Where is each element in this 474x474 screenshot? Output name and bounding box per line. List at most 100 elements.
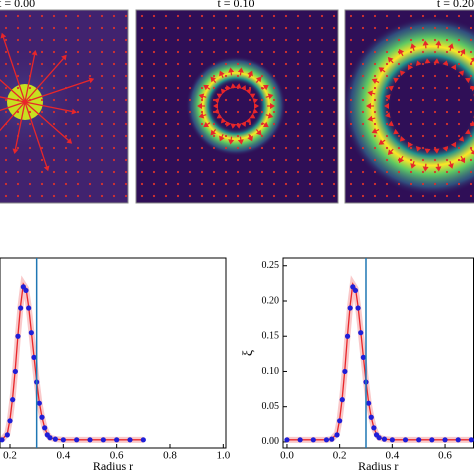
field-dot (409, 26, 413, 30)
series-line (286, 282, 472, 441)
arrow-head (433, 58, 440, 64)
field-dot (40, 50, 44, 54)
field-dot (200, 146, 204, 150)
field-dot (4, 158, 8, 162)
field-dot (296, 74, 300, 78)
field-dot (236, 62, 240, 66)
field-dot (332, 158, 336, 162)
field-dot (16, 146, 20, 150)
arrow-shaft (255, 129, 259, 133)
field-dot (308, 194, 312, 198)
field-dot (112, 194, 116, 198)
field-dot (332, 122, 336, 126)
field-dot (112, 122, 116, 126)
arrow-head (447, 163, 454, 169)
data-point (347, 305, 353, 311)
field-dot (100, 38, 104, 42)
arrow-head (415, 60, 422, 67)
field-dot (361, 14, 365, 18)
field-dot (100, 158, 104, 162)
arrow-head (422, 40, 429, 46)
arrow-shaft (265, 114, 269, 117)
field-dot (140, 98, 144, 102)
field-dot (88, 62, 92, 66)
field-dot (284, 98, 288, 102)
field-dot (457, 182, 461, 186)
plot-frame (0, 257, 227, 449)
field-dot (188, 134, 192, 138)
field-dot (433, 14, 437, 18)
field-dot (188, 146, 192, 150)
field-dot (349, 110, 353, 114)
field-dot (373, 182, 377, 186)
chart: 0.0 0.2 0.4 0.6 0.00 0.05 0.10 0.15 0.20 0.25 Radi… (241, 257, 474, 473)
field-dot (469, 98, 473, 102)
field-dot (224, 170, 228, 174)
field-dot (28, 122, 32, 126)
arrow-head (252, 98, 259, 104)
arrow-head (220, 117, 227, 124)
arrow-head (262, 121, 269, 128)
field-dot (457, 158, 461, 162)
field-dot (457, 38, 461, 42)
data-point (18, 305, 24, 311)
field-dot (64, 158, 68, 162)
field-dot (212, 38, 216, 42)
field-dot (332, 98, 336, 102)
data-point (442, 437, 448, 443)
arrow-head (228, 67, 235, 73)
arrow-shaft (412, 47, 415, 52)
field-dot (332, 182, 336, 186)
field-dot (64, 146, 68, 150)
data-point (376, 435, 382, 441)
field-dot (457, 122, 461, 126)
field-dot (308, 182, 312, 186)
field-dot (433, 62, 437, 66)
data-point (114, 437, 120, 443)
panels: t = 0.00 t = 0.10 t = 0.20 (0, 0, 474, 204)
arrow-shaft (248, 133, 251, 138)
field-dot (224, 50, 228, 54)
field-dot (124, 182, 128, 186)
arrow-shaft (0, 101, 26, 132)
field-dot (124, 50, 128, 54)
arrow-head (225, 121, 232, 127)
field-dot (164, 14, 168, 18)
field-dot (224, 182, 228, 186)
field-dot (433, 146, 437, 150)
chart: 0.2 0.4 0.6 0.8 1.0 Radius r (0, 257, 231, 473)
field-dot (164, 62, 168, 66)
x-axis-label: Radius r (93, 459, 133, 473)
field-dot (385, 14, 389, 18)
field-dot (236, 170, 240, 174)
arrow-head (470, 150, 474, 155)
field-dot (308, 98, 312, 102)
x-tick-label: 0.4 (385, 450, 399, 462)
field-dot (332, 38, 336, 42)
heatmap-ring (186, 56, 286, 156)
field-dot (140, 146, 144, 150)
data-point (389, 437, 395, 443)
arrow-head (220, 88, 227, 95)
field-dot (349, 134, 353, 138)
field-dot (248, 170, 252, 174)
field-dot (176, 182, 180, 186)
field-dot (40, 62, 44, 66)
arrow-head (435, 166, 442, 172)
field-dot (88, 170, 92, 174)
arrow-head (442, 145, 449, 152)
arrow-head (61, 54, 67, 61)
field-dot (248, 38, 252, 42)
data-point (468, 437, 474, 443)
field-dot (124, 146, 128, 150)
field-dot (236, 194, 240, 198)
field-dot (409, 110, 413, 114)
field-dot (296, 170, 300, 174)
field-dot (409, 158, 413, 162)
field-dot (236, 74, 240, 78)
arrow-head (385, 112, 391, 118)
field-dot (308, 50, 312, 54)
field-dot (409, 194, 413, 198)
error-band (286, 275, 472, 443)
data-point (4, 432, 10, 438)
